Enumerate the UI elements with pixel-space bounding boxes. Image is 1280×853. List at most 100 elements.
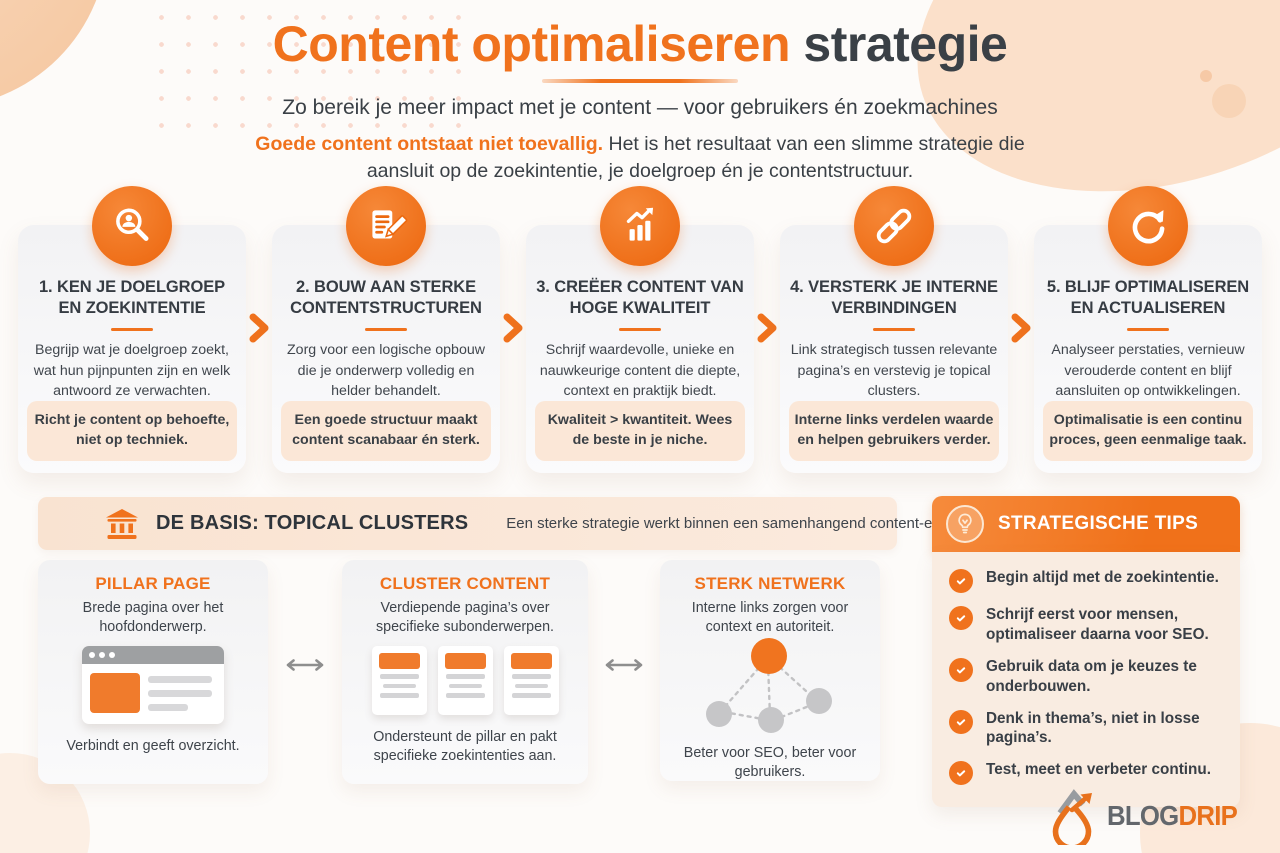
intro-highlight: Goede content ontstaat niet toevallig. [255, 133, 604, 155]
pillar-page-title: PILLAR PAGE [95, 574, 211, 593]
chevron-right-icon [246, 312, 272, 344]
sterk-netwerk-card: STERK NETWERK Interne links zorgen voor … [660, 560, 880, 781]
step-1: 1. KEN JE DOELGROEP EN ZOEKINTENTIE Begr… [18, 186, 246, 473]
tip-text: Gebruik data om je keuzes te onderbouwen… [986, 657, 1197, 695]
step-highlight: Optimalisatie is een continu proces, gee… [1043, 401, 1253, 461]
check-icon [949, 761, 973, 786]
step-highlight: Richt je content op behoefte, niet op te… [27, 401, 237, 461]
step-highlight: Een goede structuur maakt content scanab… [281, 401, 491, 461]
double-arrow-icon [588, 656, 660, 674]
step-title: 3. CREËER CONTENT VAN HOGE KWALITEIT [536, 278, 744, 318]
cluster-content-bottom-text: Ondersteunt de pillar en pakt specifieke… [373, 729, 557, 764]
growth-chart-icon [600, 186, 680, 266]
sterk-netwerk-title: STERK NETWERK [694, 574, 846, 593]
step-divider [365, 328, 407, 332]
step-divider [873, 328, 915, 332]
check-icon [949, 657, 973, 682]
tip-item: Denk in thema’s, niet in losse pagina’s. [949, 709, 1228, 749]
pillar-page-card: PILLAR PAGE Brede pagina over het hoofdo… [38, 560, 268, 784]
browser-titlebar [82, 646, 224, 664]
check-icon [949, 709, 973, 734]
decor-circle [1212, 84, 1246, 118]
step-2: 2. BOUW AAN STERKE CONTENTSTRUCTUREN Zor… [272, 186, 500, 473]
audience-search-icon [92, 186, 172, 266]
document-edit-icon [346, 186, 426, 266]
tips-header: STRATEGISCHE TIPS [932, 496, 1240, 552]
tips-title: STRATEGISCHE TIPS [998, 513, 1199, 534]
check-icon [949, 569, 973, 593]
sterk-netwerk-top-text: Interne links zorgen voor context en aut… [691, 600, 849, 635]
mini-page [371, 646, 427, 715]
linked-nodes-illustration [694, 638, 846, 739]
tip-text: Test, meet en verbeter continu. [986, 761, 1211, 779]
header: Content optimaliseren strategie Zo berei… [0, 0, 1280, 186]
bank-icon [104, 507, 140, 541]
step-highlight: Interne links verdelen waarde en helpen … [789, 401, 999, 461]
basis-subtitle: Een sterke strategie werkt binnen een sa… [506, 515, 1009, 532]
pillar-page-bottom-text: Verbindt en geeft overzicht. [66, 738, 240, 754]
tip-text: Begin altijd met de zoekintentie. [986, 569, 1219, 586]
logo-text-blog: BLOG [1106, 800, 1179, 831]
dot-pattern-top-left [148, 4, 478, 139]
step-card: 5. BLIJF OPTIMALISEREN EN ACTUALISEREN A… [1034, 225, 1262, 473]
page-title: Content optimaliseren strategie [0, 16, 1280, 72]
decor-circle-small [1200, 70, 1212, 82]
lightbulb-icon [946, 505, 984, 543]
logo-text-drip: DRIP [1178, 800, 1237, 831]
step-body: Zorg voor een logische opbouw die je ond… [287, 342, 485, 399]
step-body: Schrijf waardevolle, unieke en nauwkeuri… [539, 342, 741, 399]
step-4: 4. VERSTERK JE INTERNE VERBINDINGEN Link… [780, 186, 1008, 473]
cluster-content-title: CLUSTER CONTENT [379, 574, 551, 593]
blogdrip-logo: BLOGDRIP [1048, 787, 1248, 845]
step-3: 3. CREËER CONTENT VAN HOGE KWALITEIT Sch… [526, 186, 754, 473]
page-title-rest: strategie [803, 16, 1008, 72]
pillar-page-top-text: Brede pagina over het hoofdonderwerp. [82, 600, 224, 635]
tips-list: Begin altijd met de zoekintentie. Schrij… [932, 552, 1240, 808]
step-divider [1127, 328, 1169, 332]
step-highlight: Kwaliteit > kwantiteit. Wees de beste in… [535, 401, 745, 461]
basis-title: DE BASIS: TOPICAL CLUSTERS [156, 512, 469, 534]
browser-hero-block [90, 673, 140, 713]
chevron-right-icon [500, 312, 526, 344]
mini-page [503, 646, 559, 715]
step-divider [111, 328, 153, 332]
sterk-netwerk-bottom-text: Beter voor SEO, beter voor gebruikers. [683, 745, 857, 780]
title-divider [542, 79, 738, 83]
intro-rest: Het is het resultaat van een slimme stra… [366, 133, 1025, 183]
page-subtitle: Zo bereik je meer impact met je content … [282, 96, 998, 119]
check-icon [949, 606, 973, 630]
tip-item: Schrijf eerst voor mensen, optimaliseer … [949, 605, 1228, 645]
intro-text: Goede content ontstaat niet toevallig. H… [243, 131, 1038, 186]
step-divider [619, 328, 661, 332]
cluster-content-top-text: Verdiepende pagina’s over specifieke sub… [375, 600, 555, 635]
step-card: 1. KEN JE DOELGROEP EN ZOEKINTENTIE Begr… [18, 225, 246, 473]
browser-window-illustration [82, 646, 224, 724]
step-title: 2. BOUW AAN STERKE CONTENTSTRUCTUREN [290, 278, 482, 318]
link-icon [854, 186, 934, 266]
chevron-right-icon [1008, 312, 1034, 344]
step-card: 2. BOUW AAN STERKE CONTENTSTRUCTUREN Zor… [272, 225, 500, 473]
basis-columns: PILLAR PAGE Brede pagina over het hoofdo… [38, 560, 880, 784]
strategic-tips-panel: STRATEGISCHE TIPS Begin altijd met de zo… [932, 496, 1240, 808]
refresh-icon [1108, 186, 1188, 266]
tip-text: Denk in thema’s, niet in losse pagina’s. [986, 709, 1200, 747]
chevron-right-icon [754, 312, 780, 344]
step-body: Begrijp wat je doelgroep zoekt, wat hun … [33, 342, 231, 399]
mini-page [437, 646, 493, 715]
tip-text: Schrijf eerst voor mensen, optimaliseer … [986, 606, 1209, 643]
step-card: 3. CREËER CONTENT VAN HOGE KWALITEIT Sch… [526, 225, 754, 473]
three-pages-illustration [371, 646, 559, 715]
tip-item: Test, meet en verbeter continu. [949, 760, 1228, 786]
blogdrip-drop-icon [1052, 789, 1092, 845]
double-arrow-icon [268, 656, 342, 674]
step-body: Analyseer perstaties, vernieuw verouderd… [1051, 342, 1245, 399]
blogdrip-wordmark: BLOGDRIP [1106, 800, 1238, 832]
step-body: Link strategisch tussen relevante pagina… [790, 342, 998, 399]
step-title: 1. KEN JE DOELGROEP EN ZOEKINTENTIE [38, 278, 226, 318]
tip-item: Begin altijd met de zoekintentie. [949, 568, 1228, 593]
basis-banner: DE BASIS: TOPICAL CLUSTERS Een sterke st… [38, 497, 1008, 550]
step-card: 4. VERSTERK JE INTERNE VERBINDINGEN Link… [780, 225, 1008, 473]
step-title: 5. BLIJF OPTIMALISEREN EN ACTUALISEREN [1046, 278, 1250, 318]
step-title: 4. VERSTERK JE INTERNE VERBINDINGEN [790, 278, 998, 318]
